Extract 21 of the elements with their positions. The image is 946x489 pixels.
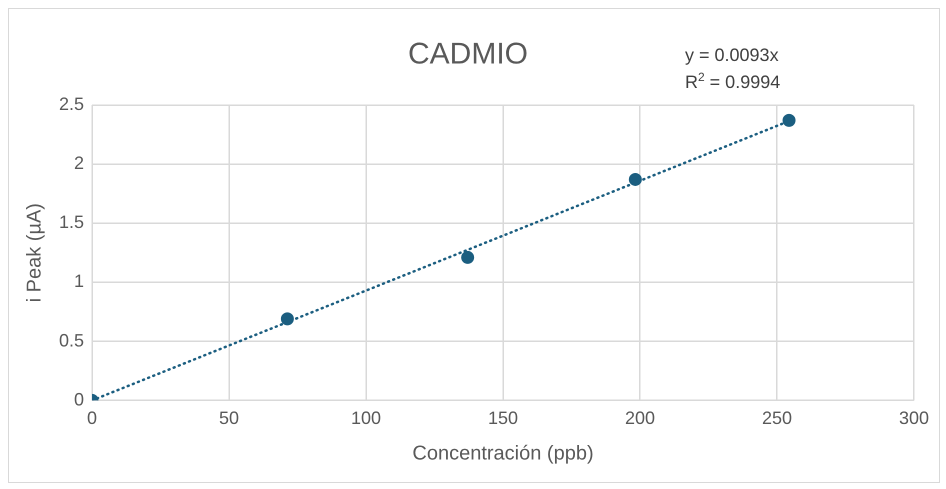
- y-tick-label: 0.5: [58, 330, 84, 350]
- point: [280, 312, 294, 326]
- y-tick-label: 0: [74, 389, 84, 410]
- x-axis-title: Concentración (ppb): [412, 442, 594, 465]
- point: [782, 114, 796, 127]
- y-tick-label: 2: [74, 153, 84, 174]
- y-tick-label: 1.5: [58, 212, 84, 232]
- x-tick-label: 100: [350, 408, 382, 428]
- point: [461, 250, 474, 264]
- point: [628, 172, 642, 186]
- chart-title: CADMIO: [408, 37, 528, 70]
- x-tick-label: 0: [87, 408, 98, 428]
- x-tick-label: 200: [624, 408, 656, 428]
- text: y = 0.0093x: [685, 45, 779, 65]
- x-tick-label: 150: [488, 408, 518, 428]
- y-tick-label: 1: [74, 271, 84, 292]
- x-tick-label: 300: [898, 408, 930, 428]
- x-tick-label: 50: [219, 408, 240, 428]
- y-axis-title: i Peak (µA): [24, 203, 46, 302]
- x-tick-label: 250: [762, 408, 792, 428]
- y-tick-label: 2.5: [58, 94, 84, 114]
